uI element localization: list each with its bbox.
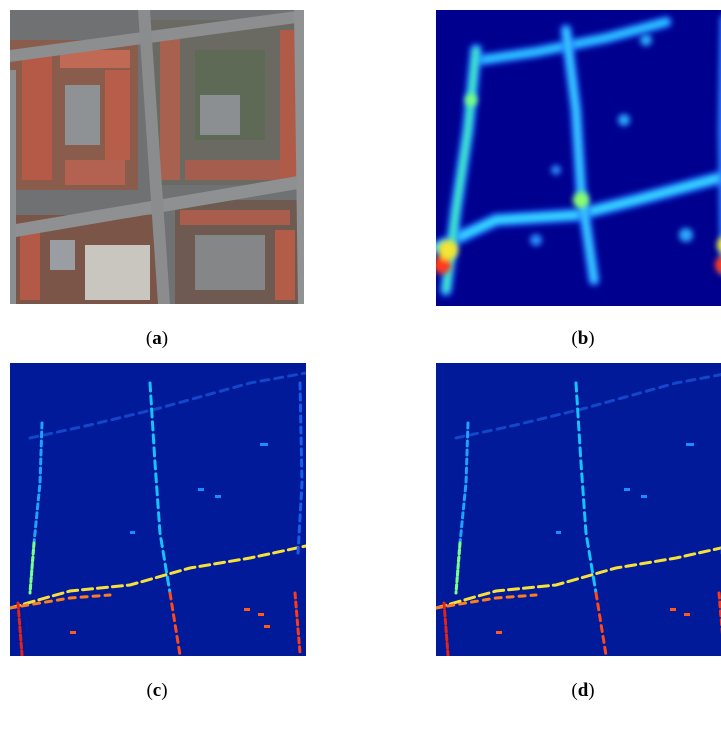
detections-panel-d	[436, 363, 721, 656]
density-heatmap-image	[436, 10, 721, 306]
caption-a: (a)	[145, 328, 169, 349]
detections-panel-c	[10, 363, 306, 656]
caption-c: (c)	[146, 680, 168, 701]
detections-image-c	[10, 363, 306, 656]
caption-d: (d)	[571, 680, 595, 701]
aerial-photo-panel	[10, 10, 304, 304]
caption-b: (b)	[571, 328, 595, 349]
density-heatmap-panel	[436, 10, 721, 306]
detections-image-d	[436, 363, 721, 656]
aerial-photo-image	[10, 10, 304, 304]
